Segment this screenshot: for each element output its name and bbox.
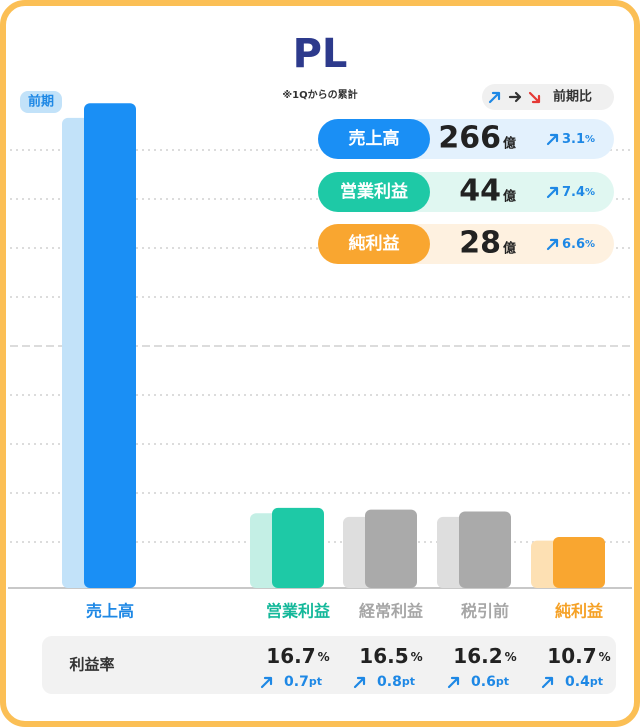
x-tick-label: 純利益	[555, 602, 603, 621]
change-unit: %	[585, 239, 595, 250]
card-value: 28	[459, 226, 501, 261]
card-unit: 億	[503, 241, 516, 257]
margin-value: 16.7%	[266, 644, 329, 668]
card-label: 純利益	[349, 233, 400, 254]
margin-delta: 0.8pt	[377, 674, 415, 690]
bar	[272, 507, 324, 588]
change-value: 7.4	[562, 185, 585, 200]
card-value: 266	[438, 121, 501, 156]
margin-unit: %	[411, 650, 423, 664]
bar	[553, 536, 605, 588]
card-unit: 億	[503, 189, 516, 205]
margin-number: 16.7	[266, 644, 315, 668]
chart-title: PL	[293, 31, 348, 77]
change-unit: %	[585, 187, 595, 198]
card-unit: 億	[503, 136, 516, 152]
change-unit: %	[585, 134, 595, 145]
card-change: 3.1%	[562, 132, 595, 147]
margin-value: 16.5%	[359, 644, 422, 668]
trend-icon	[546, 238, 559, 251]
margin-table	[42, 636, 616, 694]
x-tick-label: 売上高	[86, 602, 134, 621]
x-tick-label: 税引前	[461, 602, 509, 621]
card-value: 44	[459, 174, 501, 209]
delta-unit: pt	[496, 675, 509, 688]
margin-delta: 0.6pt	[471, 674, 509, 690]
legend-text: 前期比	[553, 89, 592, 105]
trend-icon	[260, 676, 273, 689]
bar	[365, 509, 417, 588]
bar	[459, 511, 511, 588]
trend-icon	[541, 676, 554, 689]
margin-value: 10.7%	[547, 644, 610, 668]
trend-icon	[353, 676, 366, 689]
legend-box	[482, 84, 614, 110]
delta-unit: pt	[309, 675, 322, 688]
delta-number: 0.8	[377, 674, 402, 690]
delta-number: 0.4	[565, 674, 590, 690]
delta-unit: pt	[590, 675, 603, 688]
margin-unit: %	[505, 650, 517, 664]
delta-number: 0.6	[471, 674, 496, 690]
card-change: 6.6%	[562, 237, 595, 252]
change-value: 3.1	[562, 132, 585, 147]
card-label: 売上高	[349, 128, 400, 149]
trend-icon	[508, 91, 522, 103]
trend-icon	[546, 133, 559, 146]
trend-icon	[488, 91, 501, 104]
margin-number: 10.7	[547, 644, 596, 668]
trend-icon	[528, 91, 541, 104]
card-label: 営業利益	[340, 181, 408, 202]
margin-unit: %	[318, 650, 330, 664]
margin-value: 16.2%	[453, 644, 516, 668]
margin-delta: 0.4pt	[565, 674, 603, 690]
delta-number: 0.7	[284, 674, 309, 690]
change-value: 6.6	[562, 237, 585, 252]
card-pill	[318, 172, 430, 212]
margin-unit: %	[599, 650, 611, 664]
margin-number: 16.5	[359, 644, 408, 668]
margin-number: 16.2	[453, 644, 502, 668]
legend-label: 前期	[28, 94, 54, 110]
x-tick-label: 営業利益	[266, 602, 330, 621]
delta-unit: pt	[402, 675, 415, 688]
legend-tag	[20, 91, 62, 113]
card-pill	[318, 119, 430, 159]
card-change: 7.4%	[562, 185, 595, 200]
chart-subtitle: ※1Qからの累計	[282, 88, 357, 101]
trend-icon	[447, 676, 460, 689]
bar	[84, 103, 136, 589]
x-tick-label: 経常利益	[359, 602, 423, 621]
card-pill	[318, 224, 430, 264]
margin-delta: 0.7pt	[284, 674, 322, 690]
trend-icon	[546, 186, 559, 199]
margin-label: 利益率	[69, 656, 114, 674]
